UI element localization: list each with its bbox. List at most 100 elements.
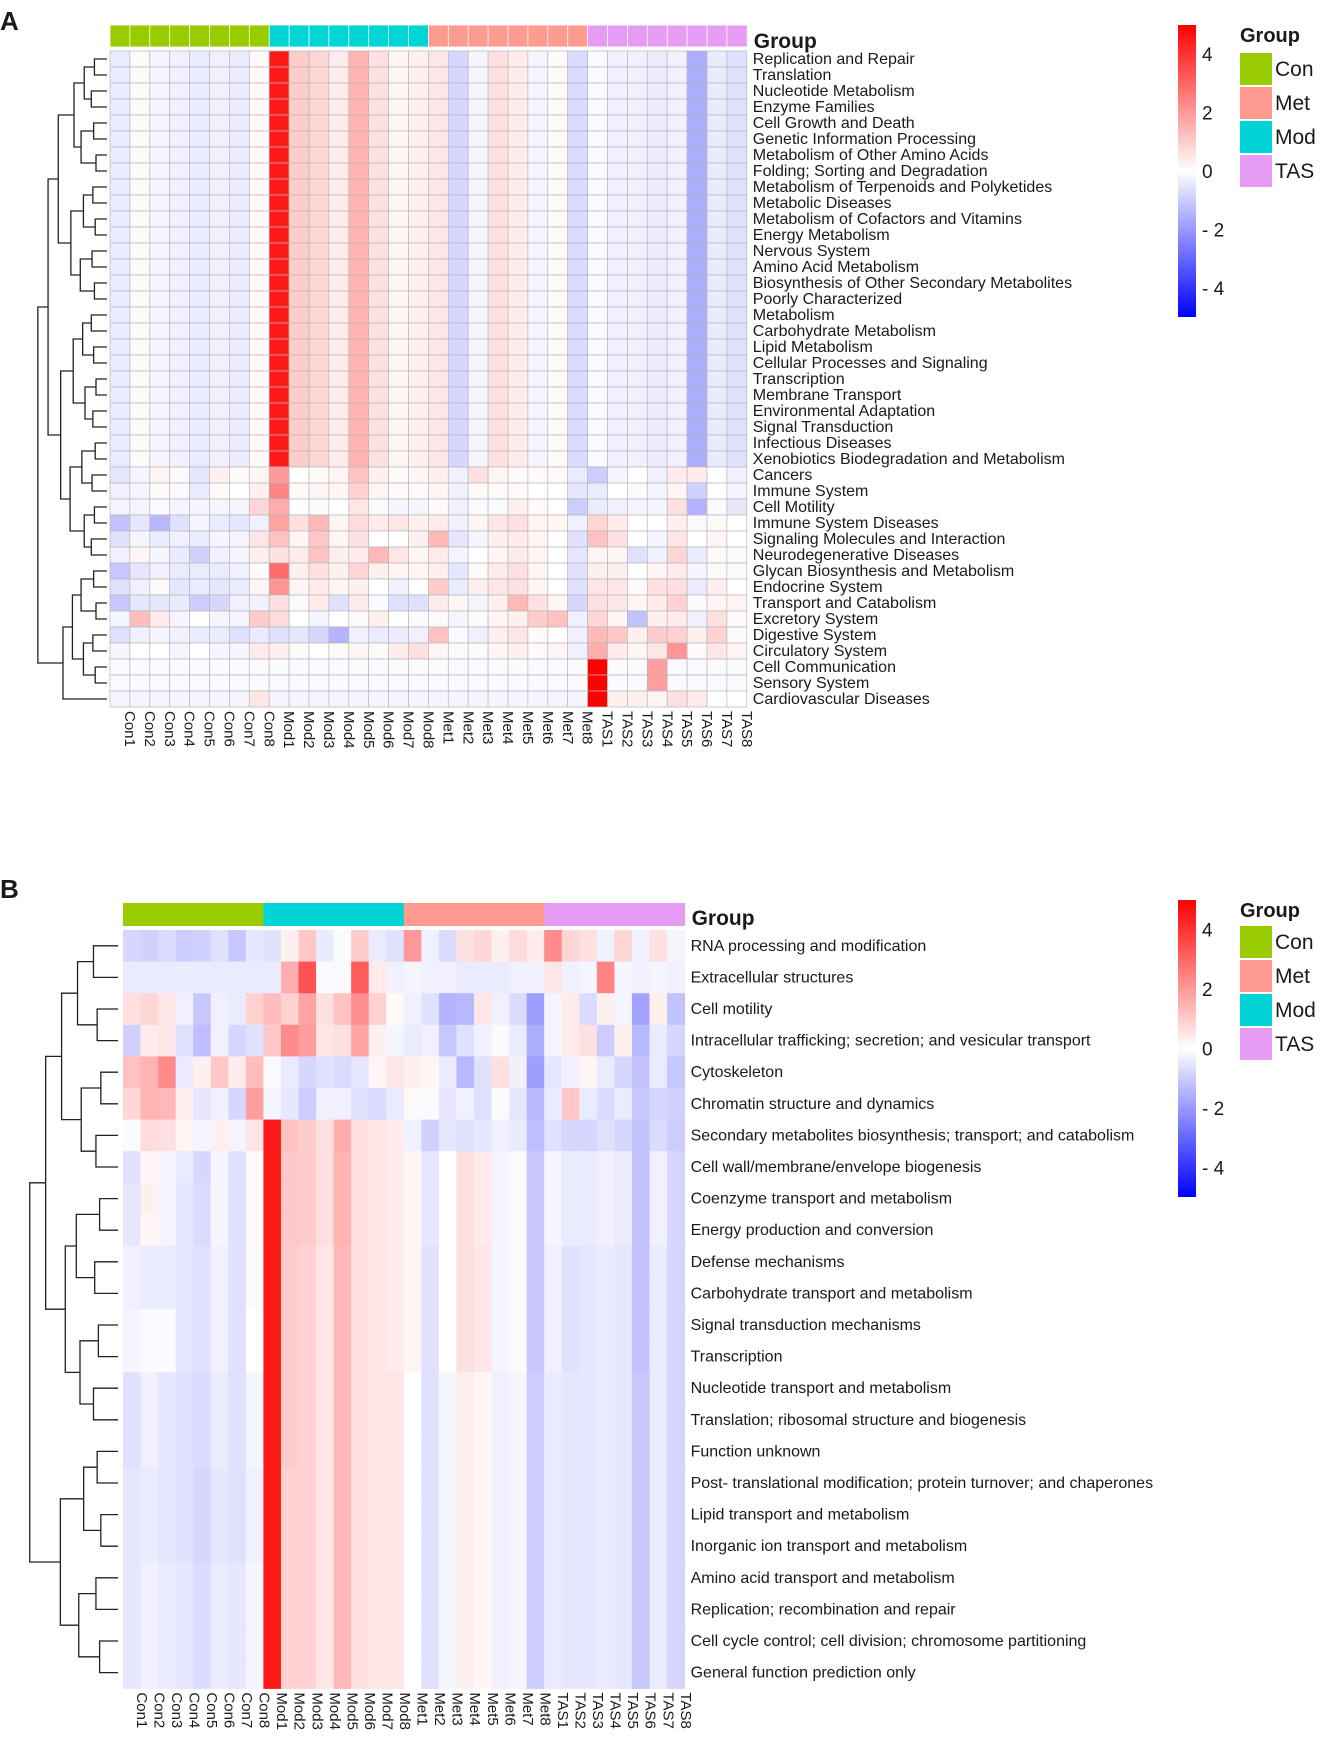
heatmap-cell xyxy=(447,562,469,580)
dendrogram-branch xyxy=(90,90,107,108)
heatmap-cell xyxy=(158,930,177,963)
heatmap-cell xyxy=(210,1214,229,1247)
dendrogram-branch xyxy=(92,122,107,140)
heatmap-cell xyxy=(467,306,489,324)
heatmap-cell xyxy=(248,610,270,628)
color-scale-tick: 4 xyxy=(1202,921,1213,942)
heatmap-cell xyxy=(288,626,310,644)
heatmap-cell xyxy=(487,226,509,244)
heatmap-cell xyxy=(368,1309,387,1342)
heatmap-cell xyxy=(175,1024,194,1057)
heatmap-cell xyxy=(631,1625,650,1658)
heatmap-cell xyxy=(149,578,171,596)
heatmap-cell xyxy=(421,1372,440,1405)
heatmap-cell xyxy=(544,1498,563,1531)
group-bar-cell xyxy=(491,903,510,926)
row-label: Chromatin structure and dynamics xyxy=(691,1096,935,1113)
heatmap-cell xyxy=(288,594,310,612)
heatmap-cell xyxy=(368,1404,387,1437)
heatmap-cell xyxy=(509,1498,528,1531)
heatmap-cell xyxy=(706,98,728,116)
heatmap-cell xyxy=(209,578,230,596)
heatmap-cell xyxy=(123,1024,142,1057)
heatmap-cells xyxy=(123,930,686,1689)
heatmap-cell xyxy=(587,530,608,548)
heatmap-cell xyxy=(527,210,549,228)
heatmap-cell xyxy=(686,578,708,596)
heatmap-cell xyxy=(169,98,190,116)
heatmap-cell xyxy=(348,258,370,276)
group-bar-cell xyxy=(158,903,177,926)
heatmap-cell xyxy=(596,1530,615,1563)
heatmap-cell xyxy=(726,610,748,628)
heatmap-cell xyxy=(169,658,190,676)
heatmap-cell xyxy=(487,354,509,372)
heatmap-cell xyxy=(328,402,350,420)
heatmap-cell xyxy=(686,530,708,548)
heatmap-cell xyxy=(288,370,310,388)
heatmap-cell xyxy=(627,82,648,100)
heatmap-cell xyxy=(507,466,529,484)
row-label: Coenzyme transport and metabolism xyxy=(691,1191,952,1208)
heatmap-cell xyxy=(109,530,131,548)
heatmap-cell xyxy=(209,258,230,276)
heatmap-cell xyxy=(567,386,588,404)
heatmap-cell xyxy=(526,930,545,963)
heatmap-cell xyxy=(579,1656,598,1689)
heatmap-cell xyxy=(487,450,509,468)
heatmap-cell xyxy=(348,82,370,100)
heatmap-cell xyxy=(561,1656,580,1689)
heatmap-cell xyxy=(491,1625,510,1658)
heatmap-cell xyxy=(123,1246,142,1279)
heatmap-cell xyxy=(428,274,449,292)
heatmap-cell xyxy=(561,1214,580,1247)
heatmap-cell xyxy=(140,1277,159,1310)
heatmap-cell xyxy=(579,1625,598,1658)
row-label: Transcription xyxy=(753,371,845,388)
heatmap-cell xyxy=(248,274,270,292)
heatmap-cell xyxy=(308,514,330,532)
group-bar-cell xyxy=(544,903,563,926)
legend-title: Group xyxy=(1240,900,1300,922)
heatmap-cell xyxy=(209,610,230,628)
heatmap-cell xyxy=(544,1119,563,1152)
heatmap-cell xyxy=(456,1656,475,1689)
heatmap-cell xyxy=(649,1024,668,1057)
heatmap-cell xyxy=(189,210,210,228)
heatmap-cell xyxy=(706,514,728,532)
heatmap-cell xyxy=(288,50,310,68)
heatmap-cell xyxy=(280,1277,299,1310)
heatmap-cell xyxy=(403,1056,422,1089)
column-label: TAS4 xyxy=(658,711,675,747)
heatmap-cell xyxy=(129,562,151,580)
heatmap-cell xyxy=(229,338,250,356)
heatmap-cell xyxy=(328,610,350,628)
heatmap-cell xyxy=(263,1151,282,1184)
color-scale-bar xyxy=(1178,25,1196,317)
heatmap-cell xyxy=(158,1151,177,1184)
heatmap-cell xyxy=(408,402,429,420)
heatmap-cell xyxy=(288,322,310,340)
heatmap-cell xyxy=(587,626,608,644)
heatmap-cell xyxy=(447,674,469,692)
heatmap-cell xyxy=(149,610,171,628)
heatmap-cell xyxy=(686,482,708,500)
heatmap-cell xyxy=(561,930,580,963)
dendrogram-branch xyxy=(95,378,107,396)
heatmap-cell xyxy=(456,1562,475,1595)
heatmap-cell xyxy=(403,1656,422,1689)
heatmap-cell xyxy=(649,1435,668,1468)
group-bar-cell xyxy=(667,903,685,926)
heatmap-cell xyxy=(268,274,290,292)
heatmap-cell xyxy=(408,162,429,180)
dendrogram-branch xyxy=(92,945,118,979)
heatmap-cell xyxy=(547,82,569,100)
heatmap-cell xyxy=(491,1435,510,1468)
heatmap-cell xyxy=(646,626,668,644)
heatmap-cell xyxy=(587,642,608,660)
heatmap-cell xyxy=(428,194,449,212)
heatmap-cell xyxy=(456,1056,475,1089)
heatmap-cell xyxy=(527,290,549,308)
heatmap-cell xyxy=(596,1562,615,1595)
heatmap-cell xyxy=(567,50,588,68)
